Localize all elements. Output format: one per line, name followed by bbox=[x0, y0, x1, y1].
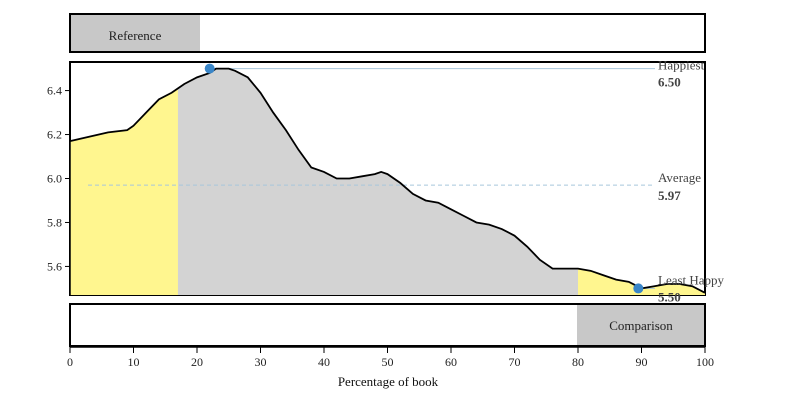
plot-area: Happiest 6.50 Average 5.97 Least Happy 5… bbox=[47, 58, 725, 305]
y-axis: 5.6 5.8 6.0 6.2 6.4 bbox=[47, 62, 71, 295]
y-tick: 5.8 bbox=[47, 215, 70, 229]
average-value: 5.97 bbox=[658, 188, 681, 203]
reference-brush[interactable]: Reference bbox=[69, 13, 706, 53]
x-tick-label: 40 bbox=[318, 355, 330, 369]
happiest-value: 6.50 bbox=[658, 75, 681, 90]
least-happy-label: Least Happy bbox=[658, 272, 725, 287]
y-tick-label: 5.8 bbox=[47, 215, 62, 229]
x-tick: 10 bbox=[128, 347, 140, 369]
y-tick-label: 5.6 bbox=[47, 259, 62, 273]
x-tick: 60 bbox=[445, 347, 457, 369]
series-line bbox=[69, 67, 706, 294]
x-tick-label: 50 bbox=[382, 355, 394, 369]
x-tick: 70 bbox=[509, 347, 521, 369]
x-tick-label: 20 bbox=[191, 355, 203, 369]
x-axis-label: Percentage of book bbox=[338, 374, 439, 389]
x-tick-label: 30 bbox=[255, 355, 267, 369]
happiest-label: Happiest bbox=[658, 58, 705, 73]
x-tick: 100 bbox=[696, 347, 714, 369]
x-tick-label: 60 bbox=[445, 355, 457, 369]
x-tick: 80 bbox=[572, 347, 584, 369]
least-happy-point[interactable] bbox=[633, 283, 644, 294]
least-happy-value: 5.50 bbox=[658, 289, 681, 304]
x-tick-label: 0 bbox=[67, 355, 73, 369]
x-tick: 0 bbox=[67, 347, 73, 369]
reference-button-label: Reference bbox=[109, 28, 162, 43]
x-tick: 30 bbox=[255, 347, 267, 369]
comparison-button[interactable] bbox=[577, 305, 704, 345]
x-tick-label: 10 bbox=[128, 355, 140, 369]
x-tick-label: 100 bbox=[696, 355, 714, 369]
comparison-brush[interactable]: Comparison bbox=[69, 303, 706, 347]
x-tick-label: 70 bbox=[509, 355, 521, 369]
happiness-area bbox=[70, 68, 705, 296]
x-tick: 90 bbox=[636, 347, 648, 369]
reference-highlight-area bbox=[70, 88, 178, 296]
reference-button[interactable] bbox=[71, 15, 200, 51]
x-tick-label: 80 bbox=[572, 355, 584, 369]
x-tick: 40 bbox=[318, 347, 330, 369]
comparison-highlight-area bbox=[578, 268, 705, 295]
y-tick: 5.6 bbox=[47, 259, 70, 273]
x-tick: 20 bbox=[191, 347, 203, 369]
y-tick-label: 6.4 bbox=[47, 84, 62, 98]
happiest-point[interactable] bbox=[204, 63, 215, 74]
y-tick: 6.2 bbox=[47, 128, 70, 142]
x-tick-label: 90 bbox=[636, 355, 648, 369]
average-label: Average bbox=[658, 170, 701, 185]
comparison-button-label: Comparison bbox=[609, 318, 673, 333]
x-tick: 50 bbox=[382, 347, 394, 369]
y-tick-label: 6.0 bbox=[47, 172, 62, 186]
y-tick: 6.4 bbox=[47, 84, 70, 98]
y-tick-label: 6.2 bbox=[47, 128, 62, 142]
y-tick: 6.0 bbox=[47, 172, 70, 186]
x-axis: 0 10 20 30 40 50 60 70 80 90 100 bbox=[67, 346, 714, 369]
